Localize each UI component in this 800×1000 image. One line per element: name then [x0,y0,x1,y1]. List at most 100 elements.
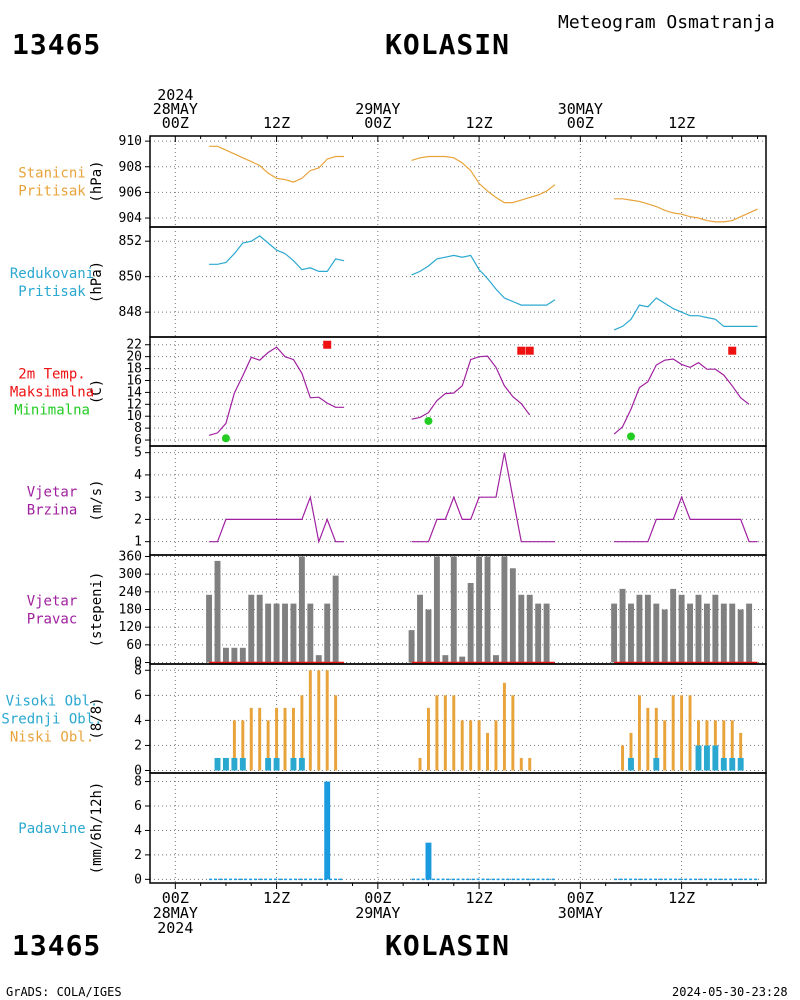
bar [729,603,736,663]
series-line [208,346,345,436]
min-temp-marker [626,432,635,441]
cloud-bar [258,707,262,771]
cloud-bar [737,757,744,771]
bar [450,556,457,663]
time-label-top: 30MAY [558,100,603,118]
y-tick-label: 0 [134,656,142,671]
y-tick-label: 300 [119,567,142,582]
time-label-bottom: 00Z [364,889,391,907]
bar [737,609,744,663]
cloud-bar [511,695,515,771]
bar [644,594,651,663]
y-tick-label: 1 [134,535,142,550]
y-tick-label: 2 [134,738,142,753]
series-line [209,145,345,183]
time-label-bottom: 30MAY [558,904,603,922]
y-tick-label: 180 [119,603,142,618]
bar [408,630,415,663]
series-line [614,495,758,543]
bar [543,603,550,663]
bar [425,842,432,880]
bar [332,575,339,663]
bar [315,655,322,663]
bar [282,603,288,663]
footer-station-id: 13465 [12,929,102,962]
bar [265,603,272,663]
bar [273,603,280,663]
footer-credit: GrADS: COLA/IGES [6,985,122,999]
bar [678,594,685,663]
y-tick-label: 16 [126,373,142,388]
panel-frame [149,445,767,556]
cloud-bar [435,695,439,771]
cloud-bar [703,745,710,771]
cloud-bar [494,720,498,771]
bar [298,556,305,663]
cloud-bar [241,720,245,771]
y-axis-label: (8/8) [89,697,105,739]
cloud-bar [502,682,506,771]
bar [231,647,238,663]
cloud-bar [308,670,312,771]
cloud-bar [680,695,684,771]
bar [535,603,542,663]
cloud-bar [486,732,490,771]
cloud-bar [232,720,236,771]
time-label-top: 28MAY [153,100,198,118]
series-line [613,358,750,435]
cloud-bar [418,757,422,771]
y-tick-label: 2 [134,512,142,527]
bar [501,556,508,663]
time-label-top: 2024 [157,86,193,104]
bar [526,594,533,663]
variable-label: Minimalna [14,403,90,419]
bar [214,560,221,663]
header-product-title: Meteogram Osmatranja [558,12,775,33]
y-tick-label: 5 [134,446,142,461]
bar [493,655,499,663]
header-station-id: 13465 [12,28,102,61]
cloud-bar [222,757,229,771]
footer-station-name: KOLASIN [385,929,511,962]
cloud-bar [265,757,272,771]
cloud-bar [460,720,464,771]
bar [712,594,719,663]
time-label-top: 00Z [162,114,189,132]
y-tick-label: 848 [119,305,142,320]
cloud-bar [688,695,692,771]
bar [670,588,677,663]
cloud-bar [300,695,304,771]
time-label-top: 00Z [567,114,594,132]
y-tick-label: 20 [126,350,142,365]
bar [509,568,516,663]
time-label-bottom: 00Z [567,889,594,907]
y-tick-label: 2 [134,848,142,863]
cloud-bar [291,707,295,771]
time-label-top: 00Z [364,114,391,132]
y-tick-label: 852 [119,234,142,249]
y-axis-label: (stepeni) [89,572,105,648]
series-line [209,495,345,544]
y-tick-label: 240 [119,585,142,600]
time-label-bottom: 2024 [157,919,193,937]
series-line [613,297,758,331]
variable-label: Niski Obl. [10,730,94,746]
y-tick-label: 4 [134,713,142,728]
bar [307,603,314,663]
max-temp-marker [323,340,332,349]
bar [518,594,525,663]
cloud-bar [739,732,743,771]
series-line [614,198,758,223]
y-tick-label: 22 [126,338,142,353]
bar [248,594,255,663]
time-label-bottom: 12Z [466,889,493,907]
bar [459,656,466,663]
min-temp-marker [221,434,230,443]
cloud-bar [426,707,430,771]
time-label-bottom: 12Z [263,889,290,907]
y-tick-label: 3 [134,490,142,505]
cloud-bar [720,757,727,771]
y-tick-label: 6 [134,433,142,448]
bar [433,556,440,663]
